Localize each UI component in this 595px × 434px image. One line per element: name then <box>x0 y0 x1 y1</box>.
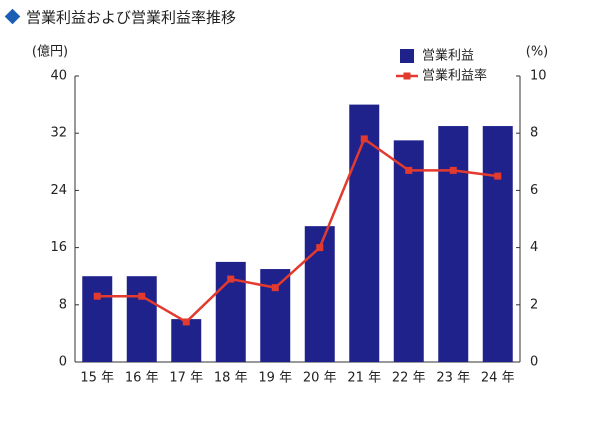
x-tick-label: 20 年 <box>303 371 337 386</box>
y-axis-label: (億円) <box>32 44 68 60</box>
bar <box>171 319 202 362</box>
bar <box>393 140 424 362</box>
x-tick-label: 17 年 <box>169 371 203 386</box>
y-tick-label: 8 <box>59 297 67 312</box>
y-tick-label: 0 <box>59 355 67 370</box>
y2-tick-label: 6 <box>530 183 538 198</box>
y2-axis-label: (%) <box>526 45 549 60</box>
bar <box>482 126 513 362</box>
x-tick-label: 23 年 <box>436 371 470 386</box>
line-marker <box>360 135 368 143</box>
bar <box>438 126 469 362</box>
x-tick-label: 15 年 <box>80 371 114 386</box>
x-tick-label: 22 年 <box>392 371 426 386</box>
line <box>97 136 498 324</box>
x-tick-label: 19 年 <box>258 371 292 386</box>
y-tick-label: 40 <box>50 69 67 84</box>
x-tick-label: 18 年 <box>214 371 248 386</box>
y2-tick-label: 0 <box>530 355 538 370</box>
legend-swatch <box>403 72 411 80</box>
y-tick-label: 16 <box>50 240 67 255</box>
bar <box>82 276 113 362</box>
line-marker <box>182 318 190 326</box>
chart-title: 営業利益および営業利益率推移 <box>26 9 236 27</box>
bar <box>126 276 157 362</box>
line-marker <box>93 292 101 300</box>
legend-swatch <box>400 49 414 63</box>
y2-tick-label: 8 <box>530 126 538 141</box>
line-marker <box>449 166 457 174</box>
line-marker <box>271 284 279 292</box>
y-tick-label: 24 <box>50 183 67 198</box>
bar <box>349 104 380 362</box>
legend-label: 営業利益率 <box>422 68 487 84</box>
x-tick-label: 24 年 <box>481 371 515 386</box>
y2-tick-label: 10 <box>530 69 547 84</box>
line-marker <box>227 275 235 283</box>
y2-tick-label: 2 <box>530 297 538 312</box>
y2-tick-label: 4 <box>530 240 538 255</box>
x-tick-label: 16 年 <box>125 371 159 386</box>
line-marker <box>316 244 324 252</box>
line-marker <box>494 172 502 180</box>
line-marker <box>405 166 413 174</box>
legend-label: 営業利益 <box>422 48 474 64</box>
y-tick-label: 32 <box>50 126 67 141</box>
x-tick-label: 21 年 <box>347 371 381 386</box>
bar <box>260 269 291 362</box>
title-icon <box>4 8 21 25</box>
line-marker <box>138 292 146 300</box>
